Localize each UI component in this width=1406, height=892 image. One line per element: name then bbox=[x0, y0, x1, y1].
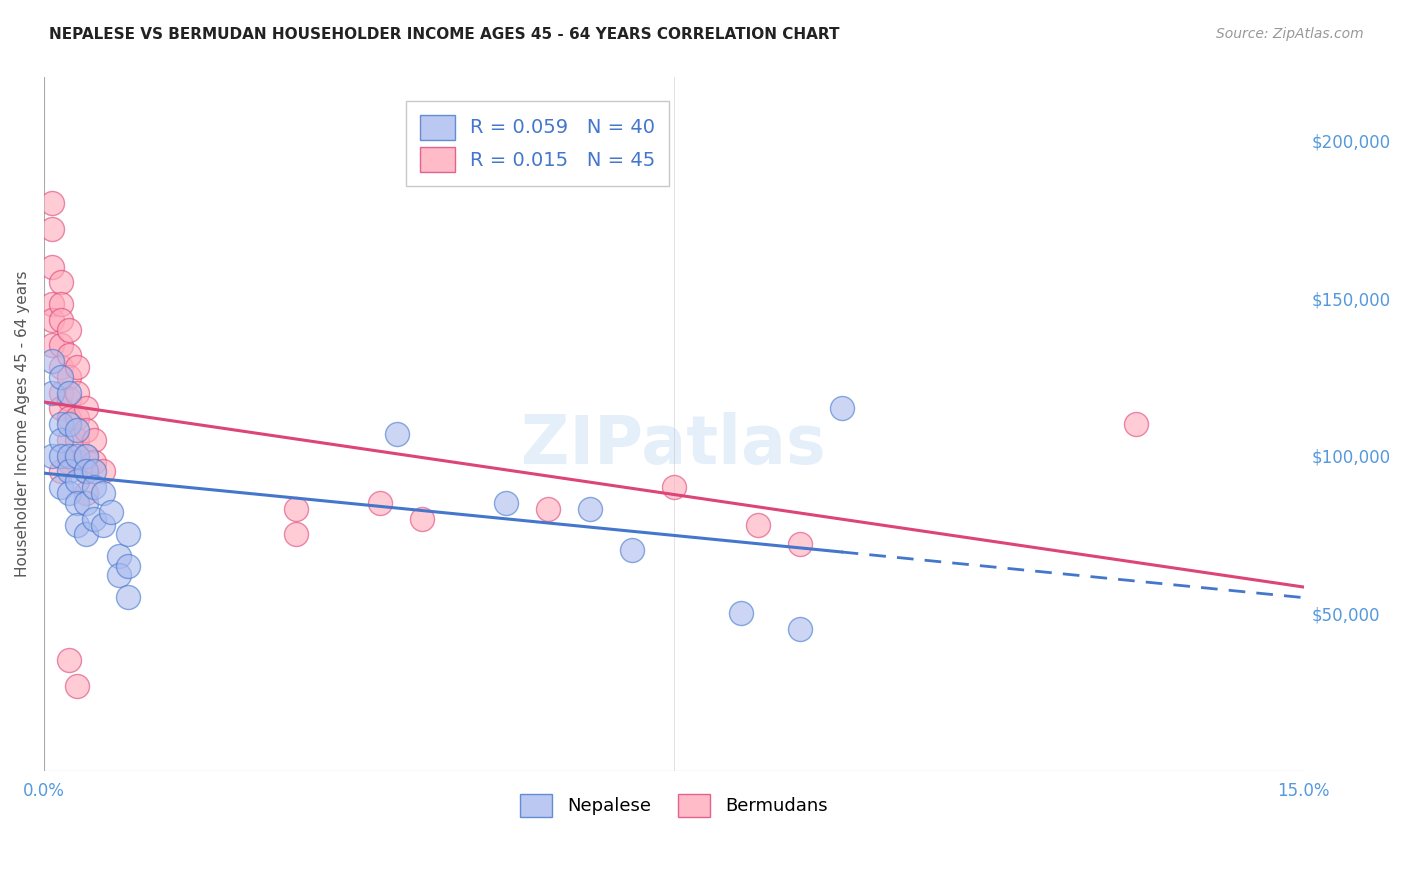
Point bbox=[66, 455, 89, 469]
Point bbox=[1125, 417, 1147, 431]
Point bbox=[41, 260, 63, 274]
Point bbox=[41, 297, 63, 311]
Point bbox=[58, 369, 80, 384]
Point bbox=[41, 338, 63, 352]
Point bbox=[83, 455, 105, 469]
Point bbox=[284, 502, 307, 516]
Point bbox=[75, 496, 97, 510]
Point bbox=[66, 385, 89, 400]
Point bbox=[789, 537, 811, 551]
Point bbox=[411, 511, 433, 525]
Point bbox=[58, 464, 80, 478]
Point bbox=[100, 505, 122, 519]
Point bbox=[49, 338, 72, 352]
Point bbox=[58, 322, 80, 336]
Point bbox=[385, 426, 408, 441]
Point bbox=[747, 517, 769, 532]
Point bbox=[49, 480, 72, 494]
Point bbox=[66, 360, 89, 375]
Point bbox=[108, 568, 131, 582]
Point bbox=[49, 449, 72, 463]
Text: NEPALESE VS BERMUDAN HOUSEHOLDER INCOME AGES 45 - 64 YEARS CORRELATION CHART: NEPALESE VS BERMUDAN HOUSEHOLDER INCOME … bbox=[49, 27, 839, 42]
Point bbox=[58, 433, 80, 447]
Point bbox=[83, 464, 105, 478]
Point bbox=[75, 486, 97, 500]
Point bbox=[49, 360, 72, 375]
Point bbox=[620, 543, 643, 558]
Point bbox=[730, 606, 752, 620]
Legend: Nepalese, Bermudans: Nepalese, Bermudans bbox=[513, 787, 835, 824]
Point bbox=[49, 464, 72, 478]
Point bbox=[49, 313, 72, 327]
Point bbox=[66, 410, 89, 425]
Point bbox=[83, 433, 105, 447]
Point bbox=[578, 502, 600, 516]
Point bbox=[75, 527, 97, 541]
Point bbox=[66, 517, 89, 532]
Point bbox=[83, 480, 105, 494]
Point bbox=[58, 417, 80, 431]
Point bbox=[58, 392, 80, 406]
Point bbox=[91, 517, 114, 532]
Point bbox=[368, 496, 391, 510]
Point bbox=[58, 385, 80, 400]
Point bbox=[49, 385, 72, 400]
Point bbox=[662, 480, 685, 494]
Point bbox=[66, 433, 89, 447]
Point bbox=[58, 410, 80, 425]
Point bbox=[75, 449, 97, 463]
Point bbox=[58, 486, 80, 500]
Point bbox=[41, 449, 63, 463]
Point bbox=[49, 297, 72, 311]
Point bbox=[41, 354, 63, 368]
Point bbox=[75, 401, 97, 416]
Point bbox=[789, 622, 811, 636]
Point bbox=[58, 455, 80, 469]
Text: ZIPatlas: ZIPatlas bbox=[522, 412, 827, 478]
Point bbox=[75, 449, 97, 463]
Point bbox=[75, 464, 97, 478]
Point bbox=[831, 401, 853, 416]
Point bbox=[49, 417, 72, 431]
Text: Source: ZipAtlas.com: Source: ZipAtlas.com bbox=[1216, 27, 1364, 41]
Point bbox=[91, 464, 114, 478]
Point bbox=[117, 591, 139, 605]
Point bbox=[41, 385, 63, 400]
Point bbox=[75, 423, 97, 437]
Point bbox=[284, 527, 307, 541]
Point bbox=[58, 449, 80, 463]
Point bbox=[66, 474, 89, 488]
Point bbox=[49, 433, 72, 447]
Point bbox=[66, 423, 89, 437]
Point bbox=[537, 502, 560, 516]
Point bbox=[58, 348, 80, 362]
Point bbox=[66, 449, 89, 463]
Point bbox=[41, 221, 63, 235]
Point bbox=[117, 527, 139, 541]
Point bbox=[66, 679, 89, 693]
Point bbox=[75, 464, 97, 478]
Point bbox=[41, 196, 63, 211]
Point bbox=[49, 401, 72, 416]
Point bbox=[117, 558, 139, 573]
Y-axis label: Householder Income Ages 45 - 64 years: Householder Income Ages 45 - 64 years bbox=[15, 271, 30, 577]
Point bbox=[108, 549, 131, 564]
Point bbox=[83, 511, 105, 525]
Point bbox=[49, 369, 72, 384]
Point bbox=[49, 275, 72, 289]
Point bbox=[91, 486, 114, 500]
Point bbox=[495, 496, 517, 510]
Point bbox=[41, 313, 63, 327]
Point bbox=[66, 496, 89, 510]
Point bbox=[58, 653, 80, 667]
